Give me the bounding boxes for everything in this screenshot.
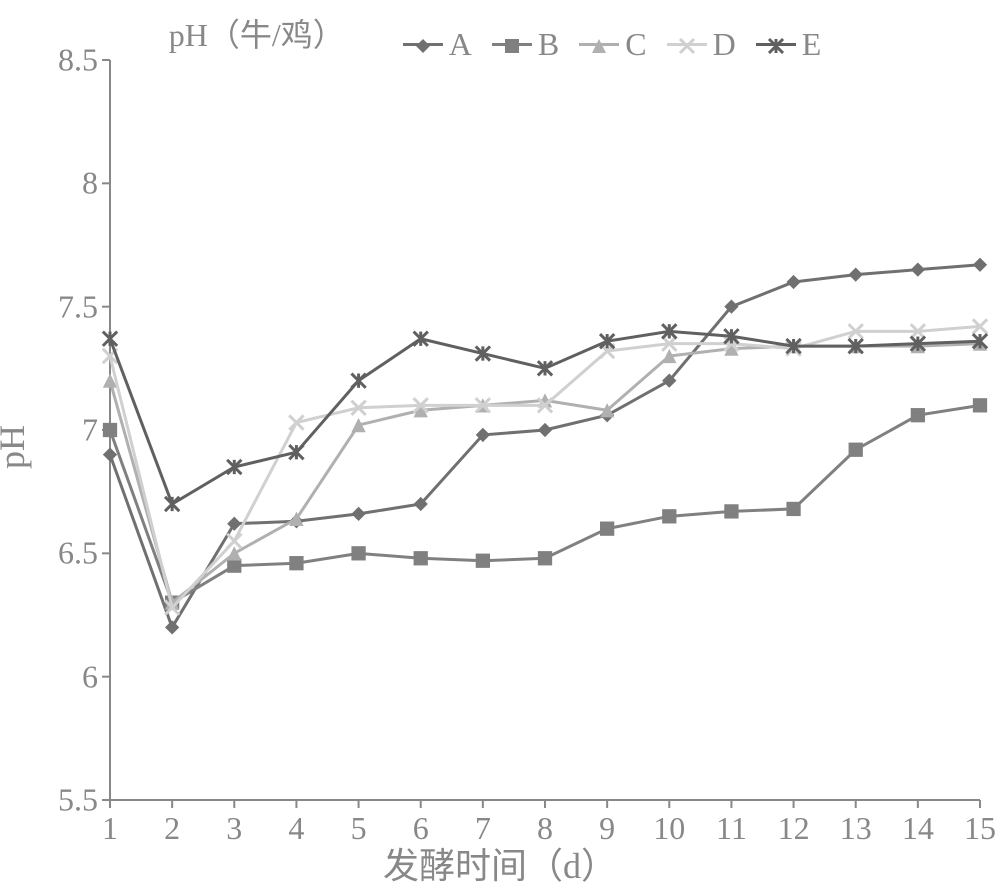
legend-item-B: B xyxy=(492,26,559,63)
x-tick: 12 xyxy=(778,800,810,847)
legend-item-A: A xyxy=(403,26,472,63)
legend-label: A xyxy=(449,26,472,63)
legend-item-E: E xyxy=(756,26,822,63)
x-tick: 9 xyxy=(599,800,615,847)
x-tick: 1 xyxy=(102,800,118,847)
square-icon xyxy=(503,37,521,55)
x-tick: 14 xyxy=(902,800,934,847)
diamond-icon xyxy=(414,37,432,55)
legend-label: E xyxy=(802,26,822,63)
x-icon xyxy=(678,37,696,55)
chart-legend: pH（牛/鸡） A B C D E xyxy=(0,10,1000,63)
plot-area: 5.566.577.588.5 123456789101112131415 xyxy=(110,60,980,800)
series-E xyxy=(103,324,987,511)
y-tick: 8.5 xyxy=(58,42,110,79)
x-tick: 11 xyxy=(716,800,747,847)
legend-label: B xyxy=(538,26,559,63)
legend-item-C: C xyxy=(579,26,646,63)
x-tick: 3 xyxy=(226,800,242,847)
plot-svg xyxy=(110,60,980,800)
legend-item-D: D xyxy=(667,26,736,63)
chart-container: pH（牛/鸡） ABCDE pH 发酵时间（d） 5.566.577.588.5… xyxy=(0,0,1000,893)
y-tick: 6 xyxy=(82,658,110,695)
x-tick: 8 xyxy=(537,800,553,847)
x-tick: 4 xyxy=(288,800,304,847)
y-tick: 6.5 xyxy=(58,535,110,572)
x-tick: 15 xyxy=(964,800,996,847)
star-icon xyxy=(767,37,785,55)
y-axis-label: pH xyxy=(0,425,33,469)
x-tick: 13 xyxy=(840,800,872,847)
x-tick: 5 xyxy=(351,800,367,847)
y-tick: 8 xyxy=(82,165,110,202)
legend-label: D xyxy=(713,26,736,63)
legend-title: pH（牛/鸡） xyxy=(169,17,345,53)
x-tick: 10 xyxy=(653,800,685,847)
legend-label: C xyxy=(625,26,646,63)
x-tick: 2 xyxy=(164,800,180,847)
y-tick: 7 xyxy=(82,412,110,449)
x-tick: 7 xyxy=(475,800,491,847)
triangle-icon xyxy=(590,37,608,55)
y-tick: 7.5 xyxy=(58,288,110,325)
x-tick: 6 xyxy=(413,800,429,847)
